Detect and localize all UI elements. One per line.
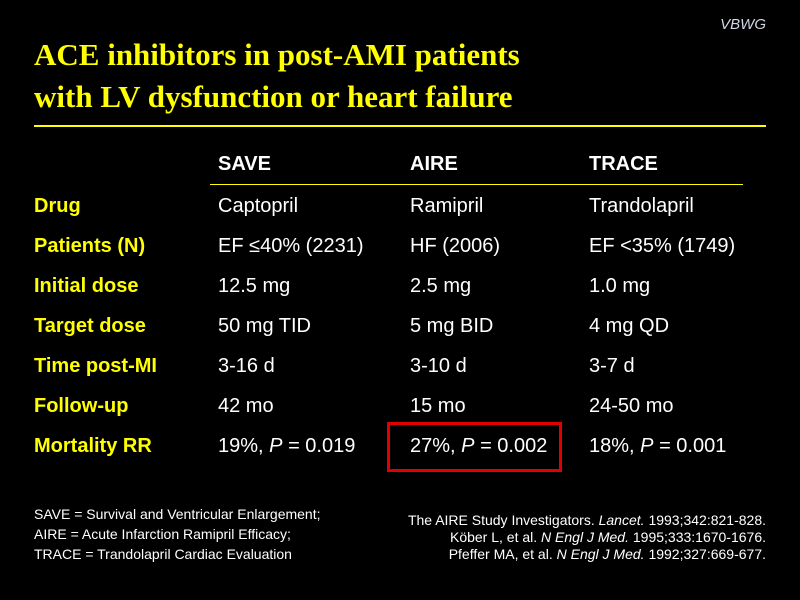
reference-authors: Köber L, et al. (449, 529, 538, 545)
cell-save-follow-up: 42 mo (218, 395, 274, 417)
reference-line: The AIRE Study Investigators. Lancet. 19… (408, 512, 766, 529)
p-value: = 0.001 (659, 435, 727, 457)
row-label-initial-dose: Initial dose (34, 275, 139, 297)
highlight-box (387, 422, 562, 472)
cell-aire-follow-up: 15 mo (410, 395, 466, 417)
cell-save-time-post-mi: 3-16 d (218, 355, 275, 377)
cell-save-initial-dose: 12.5 mg (218, 275, 291, 297)
brand-logo: VBWG (720, 16, 766, 33)
title-divider (34, 125, 766, 127)
reference-line: Pfeffer MA, et al. N Engl J Med. 1992;32… (408, 546, 766, 563)
abbreviation-line: AIRE = Acute Infarction Ramipril Efficac… (34, 526, 291, 542)
column-header-trace: TRACE (589, 153, 658, 175)
row-label-mortality-rr: Mortality RR (34, 435, 152, 457)
column-header-aire: AIRE (410, 153, 458, 175)
column-header-save: SAVE (218, 153, 271, 175)
cell-aire-time-post-mi: 3-10 d (410, 355, 467, 377)
reference-journal: N Engl J Med. (556, 546, 645, 562)
cell-save-mortality: 19%, P = 0.019 (218, 435, 355, 458)
row-label-patients: Patients (N) (34, 235, 146, 257)
abbreviations-footnote: SAVE = Survival and Ventricular Enlargem… (34, 504, 321, 564)
abbreviation-line: TRACE = Trandolapril Cardiac Evaluation (34, 546, 292, 562)
cell-aire-initial-dose: 2.5 mg (410, 275, 472, 297)
reference-journal: N Engl J Med. (541, 529, 629, 545)
reference-authors: The AIRE Study Investigators. (407, 512, 595, 528)
row-label-time-post-mi: Time post-MI (34, 355, 157, 377)
cell-save-target-dose: 50 mg TID (218, 315, 311, 337)
mortality-percent: 19%, (218, 435, 264, 457)
cell-trace-initial-dose: 1.0 mg (589, 275, 651, 297)
reference-authors: Pfeffer MA, et al. (448, 546, 553, 562)
cell-trace-patients: EF <35% (1749) (589, 235, 736, 257)
reference-line: Köber L, et al. N Engl J Med. 1995;333:1… (408, 529, 766, 546)
reference-journal: Lancet. (598, 512, 645, 528)
reference-citation: 1995;333:1670-1676. (632, 529, 766, 545)
p-symbol: P (640, 435, 654, 457)
cell-trace-time-post-mi: 3-7 d (589, 355, 635, 377)
reference-citation: 1993;342:821-828. (648, 512, 766, 528)
p-symbol: P (269, 435, 283, 457)
cell-aire-drug: Ramipril (410, 195, 484, 217)
cell-trace-drug: Trandolapril (589, 195, 694, 217)
references-footnote: The AIRE Study Investigators. Lancet. 19… (408, 512, 766, 563)
cell-aire-mortality: 27%, P = 0.002 (410, 435, 547, 458)
cell-save-patients: EF ≤40% (2231) (218, 235, 364, 257)
title-line-1: ACE inhibitors in post-AMI patients (34, 37, 520, 72)
cell-trace-target-dose: 4 mg QD (589, 315, 670, 337)
mortality-percent: 18%, (589, 435, 635, 457)
row-label-drug: Drug (34, 195, 81, 217)
cell-save-drug: Captopril (218, 195, 299, 217)
cell-aire-target-dose: 5 mg BID (410, 315, 494, 337)
cell-trace-follow-up: 24-50 mo (589, 395, 674, 417)
p-symbol: P (461, 435, 475, 457)
row-label-target-dose: Target dose (34, 315, 146, 337)
mortality-percent: 27%, (410, 435, 456, 457)
row-label-follow-up: Follow-up (34, 395, 129, 417)
cell-trace-mortality: 18%, P = 0.001 (589, 435, 726, 458)
p-value: = 0.019 (288, 435, 356, 457)
title-line-2: with LV dysfunction or heart failure (34, 79, 513, 114)
cell-aire-patients: HF (2006) (410, 235, 501, 257)
p-value: = 0.002 (480, 435, 548, 457)
header-divider (210, 184, 743, 185)
reference-citation: 1992;327:669-677. (648, 546, 766, 562)
abbreviation-line: SAVE = Survival and Ventricular Enlargem… (34, 506, 321, 522)
slide-title: ACE inhibitors in post-AMI patients with… (34, 34, 754, 118)
